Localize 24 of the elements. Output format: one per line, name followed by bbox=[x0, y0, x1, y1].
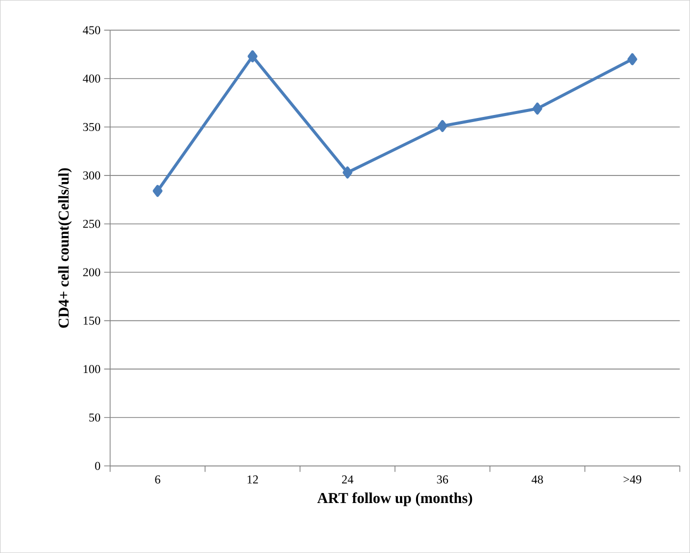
point bbox=[627, 53, 638, 66]
x-tick-label: 36 bbox=[437, 475, 448, 484]
y-tick-label: 400 bbox=[82, 74, 100, 83]
y-tick-label: 250 bbox=[83, 220, 100, 228]
y-axis-title: CD4+ cell count(Cells/ul) bbox=[58, 168, 72, 328]
x-tick-label: >49 bbox=[624, 475, 642, 484]
point bbox=[152, 184, 162, 197]
x-axis-title: ART follow up (months) bbox=[317, 492, 472, 506]
point bbox=[438, 120, 448, 132]
y-tick-label: 350 bbox=[83, 122, 100, 132]
y-tick-label: 0 bbox=[95, 462, 100, 470]
x-tick-label: 48 bbox=[532, 475, 543, 484]
point bbox=[532, 102, 542, 115]
y-tick-label: 450 bbox=[82, 26, 100, 34]
x-tick-label: 12 bbox=[248, 475, 258, 484]
y-tick-label: 150 bbox=[84, 316, 100, 325]
point bbox=[248, 50, 258, 62]
point bbox=[342, 166, 352, 178]
y-tick-label: 300 bbox=[83, 171, 100, 180]
y-tick-label: 100 bbox=[84, 365, 100, 374]
x-tick-label: 24 bbox=[342, 475, 354, 484]
y-tick-label: 200 bbox=[83, 268, 100, 276]
x-tick-label: 6 bbox=[155, 475, 160, 484]
y-tick-label: 50 bbox=[89, 413, 100, 422]
